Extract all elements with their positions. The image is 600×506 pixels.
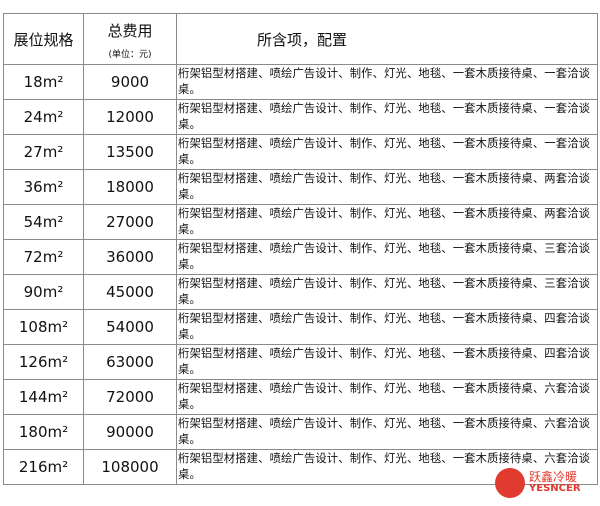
size-cell: 126m² (3, 344, 84, 380)
cost-cell: 12000 (83, 99, 177, 135)
table-row: 126m² 63000 桁架铝型材搭建、喷绘广告设计、制作、灯光、地毯、一套木质接待… (3, 344, 598, 380)
header-row: 展位规格 总费用 (单位：元) 所含项，配置 (3, 13, 598, 65)
table-row: 108m² 54000 桁架铝型材搭建、喷绘广告设计、制作、灯光、地毯、一套木质接待… (3, 309, 598, 345)
table-row: 54m² 27000 桁架铝型材搭建、喷绘广告设计、制作、灯光、地毯、一套木质接待桌… (3, 204, 598, 240)
cost-cell: 13500 (83, 134, 177, 170)
cost-cell: 90000 (83, 414, 177, 450)
cost-cell: 108000 (83, 449, 177, 485)
cost-cell: 63000 (83, 344, 177, 380)
table-row: 90m² 45000 桁架铝型材搭建、喷绘广告设计、制作、灯光、地毯、一套木质接待桌… (3, 274, 598, 310)
cost-cell: 18000 (83, 169, 177, 205)
items-cell: 桁架铝型材搭建、喷绘广告设计、制作、灯光、地毯、一套木质接待桌、六套洽谈桌。 (176, 449, 598, 485)
cost-cell: 9000 (83, 64, 177, 100)
cost-cell: 36000 (83, 239, 177, 275)
size-cell: 108m² (3, 309, 84, 345)
size-cell: 72m² (3, 239, 84, 275)
items-cell: 桁架铝型材搭建、喷绘广告设计、制作、灯光、地毯、一套木质接待桌、三套洽谈桌。 (176, 274, 598, 310)
size-cell: 90m² (3, 274, 84, 310)
table-row: 216m² 108000 桁架铝型材搭建、喷绘广告设计、制作、灯光、地毯、一套木质接… (3, 449, 598, 485)
size-cell: 36m² (3, 169, 84, 205)
items-cell: 桁架铝型材搭建、喷绘广告设计、制作、灯光、地毯、一套木质接待桌、六套洽谈桌。 (176, 414, 598, 450)
table-row: 18m² 9000 桁架铝型材搭建、喷绘广告设计、制作、灯光、地毯、一套木质接待桌、… (3, 64, 598, 100)
header-cost: 总费用 (单位：元) (83, 13, 177, 65)
items-cell: 桁架铝型材搭建、喷绘广告设计、制作、灯光、地毯、一套木质接待桌、六套洽谈桌。 (176, 379, 598, 415)
header-size: 展位规格 (3, 13, 84, 65)
logo-icon (495, 468, 525, 498)
header-items: 所含项，配置 (176, 13, 598, 65)
items-cell: 桁架铝型材搭建、喷绘广告设计、制作、灯光、地毯、一套木质接待桌、两套洽谈桌。 (176, 204, 598, 240)
items-cell: 桁架铝型材搭建、喷绘广告设计、制作、灯光、地毯、一套木质接待桌、两套洽谈桌。 (176, 169, 598, 205)
size-cell: 216m² (3, 449, 84, 485)
items-cell: 桁架铝型材搭建、喷绘广告设计、制作、灯光、地毯、一套木质接待桌、四套洽谈桌。 (176, 344, 598, 380)
table-row: 24m² 12000 桁架铝型材搭建、喷绘广告设计、制作、灯光、地毯、一套木质接待桌… (3, 99, 598, 135)
price-table: 展位规格 总费用 (单位：元) 所含项，配置 18m² 9000 桁架铝型材搭建、喷… (3, 13, 598, 485)
cost-cell: 45000 (83, 274, 177, 310)
header-cost-label: 总费用 (107, 22, 153, 40)
size-cell: 180m² (3, 414, 84, 450)
table-row: 72m² 36000 桁架铝型材搭建、喷绘广告设计、制作、灯光、地毯、一套木质接待桌… (3, 239, 598, 275)
table-row: 27m² 13500 桁架铝型材搭建、喷绘广告设计、制作、灯光、地毯、一套木质接待桌… (3, 134, 598, 170)
size-cell: 144m² (3, 379, 84, 415)
header-cost-unit: (单位：元) (108, 50, 152, 60)
table-row: 180m² 90000 桁架铝型材搭建、喷绘广告设计、制作、灯光、地毯、一套木质接待… (3, 414, 598, 450)
logo-en: YESNCER (529, 483, 581, 494)
items-cell: 桁架铝型材搭建、喷绘广告设计、制作、灯光、地毯、一套木质接待桌、一套洽谈桌。 (176, 134, 598, 170)
items-cell: 桁架铝型材搭建、喷绘广告设计、制作、灯光、地毯、一套木质接待桌、一套洽谈桌。 (176, 64, 598, 100)
watermark-logo: 跃鑫冷暖 YESNCER (495, 468, 581, 498)
logo-cn: 跃鑫冷暖 (529, 470, 578, 484)
table-row: 144m² 72000 桁架铝型材搭建、喷绘广告设计、制作、灯光、地毯、一套木质接待… (3, 379, 598, 415)
size-cell: 18m² (3, 64, 84, 100)
table-row: 36m² 18000 桁架铝型材搭建、喷绘广告设计、制作、灯光、地毯、一套木质接待桌… (3, 169, 598, 205)
items-cell: 桁架铝型材搭建、喷绘广告设计、制作、灯光、地毯、一套木质接待桌、三套洽谈桌。 (176, 239, 598, 275)
cost-cell: 72000 (83, 379, 177, 415)
size-cell: 27m² (3, 134, 84, 170)
items-cell: 桁架铝型材搭建、喷绘广告设计、制作、灯光、地毯、一套木质接待桌、一套洽谈桌。 (176, 99, 598, 135)
cost-cell: 54000 (83, 309, 177, 345)
items-cell: 桁架铝型材搭建、喷绘广告设计、制作、灯光、地毯、一套木质接待桌、四套洽谈桌。 (176, 309, 598, 345)
cost-cell: 27000 (83, 204, 177, 240)
size-cell: 24m² (3, 99, 84, 135)
size-cell: 54m² (3, 204, 84, 240)
